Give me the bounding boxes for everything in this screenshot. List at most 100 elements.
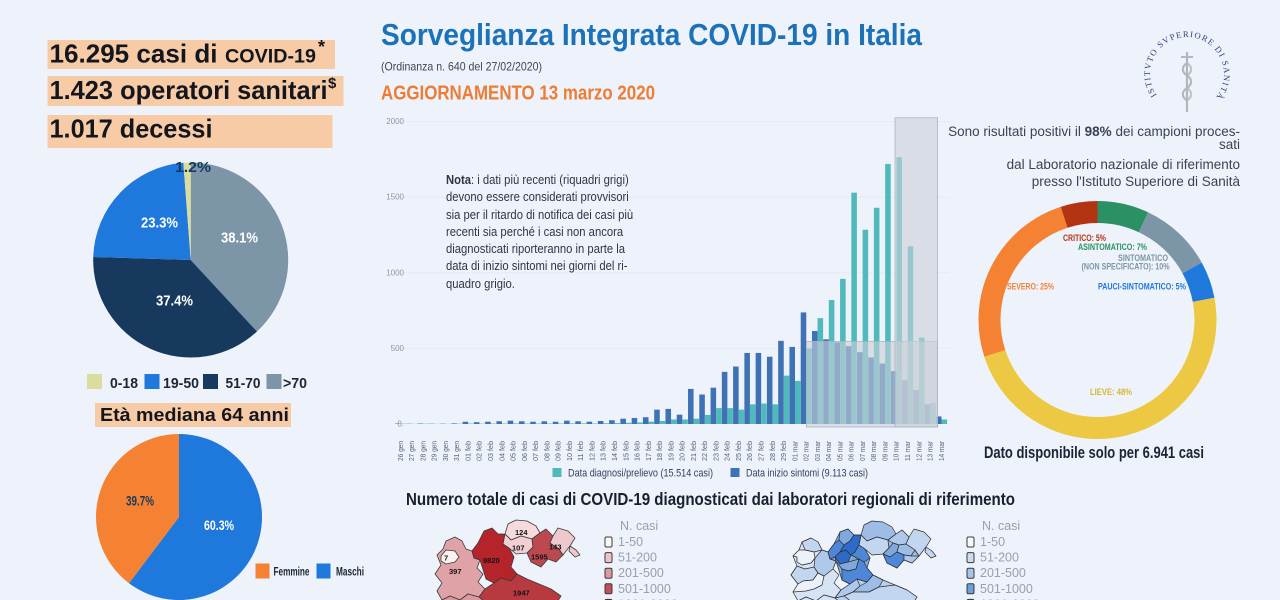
svg-text:1001-3000: 1001-3000 xyxy=(618,597,678,600)
svg-text:>70: >70 xyxy=(283,375,307,392)
svg-text:0-18: 0-18 xyxy=(110,375,138,392)
svg-text:04 mar: 04 mar xyxy=(824,441,833,461)
svg-text:$: $ xyxy=(328,75,337,92)
svg-text:02 mar: 02 mar xyxy=(802,441,811,461)
svg-text:SINTOMATICO: SINTOMATICO xyxy=(1118,253,1168,264)
svg-text:17 feb: 17 feb xyxy=(644,441,653,461)
svg-text:143: 143 xyxy=(549,543,562,552)
svg-text:01 feb: 01 feb xyxy=(463,441,472,461)
svg-text:9820: 9820 xyxy=(483,556,500,565)
svg-text:16 feb: 16 feb xyxy=(633,441,642,461)
svg-text:13 feb: 13 feb xyxy=(599,441,608,461)
svg-text:20 feb: 20 feb xyxy=(678,441,687,461)
svg-text:1947: 1947 xyxy=(513,589,530,598)
svg-text:09 mar: 09 mar xyxy=(880,441,889,461)
svg-text:28 gen: 28 gen xyxy=(418,441,427,461)
svg-text:12 feb: 12 feb xyxy=(587,441,596,461)
svg-text:13 mar: 13 mar xyxy=(926,441,935,461)
svg-text:(Ordinanza n. 640 del 27/02/20: (Ordinanza n. 640 del 27/02/2020) xyxy=(381,60,542,74)
svg-text:27 gen: 27 gen xyxy=(407,441,416,461)
svg-text:PAUCI-SINTOMATICO: 5%: PAUCI-SINTOMATICO: 5% xyxy=(1098,282,1186,293)
svg-text:COVID-19: COVID-19 xyxy=(225,46,316,68)
svg-text:Data diagnosi/prelievo (15.514: Data diagnosi/prelievo (15.514 casi) xyxy=(568,468,713,480)
svg-text:LIEVE: 48%: LIEVE: 48% xyxy=(1090,387,1132,398)
svg-text:01 mar: 01 mar xyxy=(790,441,799,461)
svg-text:2000: 2000 xyxy=(386,117,404,126)
svg-text:Età mediana 64 anni: Età mediana 64 anni xyxy=(100,404,289,425)
svg-text:08 mar: 08 mar xyxy=(869,441,878,461)
svg-text:23 feb: 23 feb xyxy=(711,441,720,461)
svg-text:26 feb: 26 feb xyxy=(745,441,754,461)
svg-text:1.423 operatori sanitari: 1.423 operatori sanitari xyxy=(50,75,328,105)
svg-text:1-50: 1-50 xyxy=(618,535,643,549)
svg-text:500: 500 xyxy=(391,344,405,353)
svg-text:1595: 1595 xyxy=(531,553,548,562)
svg-text:10 feb: 10 feb xyxy=(565,441,574,461)
svg-text:51-70: 51-70 xyxy=(226,375,261,392)
svg-text:1001-3000: 1001-3000 xyxy=(980,597,1040,600)
svg-text:19-50: 19-50 xyxy=(163,375,199,392)
svg-text:SEVERO: 25%: SEVERO: 25% xyxy=(1007,282,1054,293)
svg-text:Data inizio sintomi (9.113 cas: Data inizio sintomi (9.113 casi) xyxy=(746,468,868,480)
svg-text:501-1000: 501-1000 xyxy=(980,582,1033,596)
svg-text:501-1000: 501-1000 xyxy=(618,582,671,596)
svg-text:29 feb: 29 feb xyxy=(779,441,788,461)
svg-text:1000: 1000 xyxy=(386,268,404,277)
svg-text:05 feb: 05 feb xyxy=(509,441,518,461)
svg-text:37.4%: 37.4% xyxy=(156,293,193,310)
svg-text:1500: 1500 xyxy=(386,193,404,202)
svg-text:02 feb: 02 feb xyxy=(475,441,484,461)
svg-text:06 feb: 06 feb xyxy=(520,441,529,461)
svg-text:21 feb: 21 feb xyxy=(689,441,698,461)
svg-text:05 mar: 05 mar xyxy=(835,441,844,461)
svg-text:28 feb: 28 feb xyxy=(768,441,777,461)
svg-text:14 mar: 14 mar xyxy=(937,441,946,461)
svg-text:11 mar: 11 mar xyxy=(903,441,912,461)
svg-text:*: * xyxy=(318,37,325,57)
svg-text:16.295 casi di: 16.295 casi di xyxy=(50,39,218,69)
svg-text:(NON SPECIFICATO): 10%: (NON SPECIFICATO): 10% xyxy=(1082,262,1170,273)
svg-text:N. casi: N. casi xyxy=(620,519,658,533)
svg-text:15 feb: 15 feb xyxy=(621,441,630,461)
svg-text:1-50: 1-50 xyxy=(980,535,1005,549)
svg-text:AGGIORNAMENTO 13 marzo 2020: AGGIORNAMENTO 13 marzo 2020 xyxy=(381,83,655,105)
svg-text:03 feb: 03 feb xyxy=(486,441,495,461)
svg-text:51-200: 51-200 xyxy=(618,551,657,565)
svg-text:60.3%: 60.3% xyxy=(204,518,234,533)
svg-text:1.2%: 1.2% xyxy=(175,159,211,176)
svg-text:201-500: 201-500 xyxy=(618,566,664,580)
svg-text:19 feb: 19 feb xyxy=(666,441,675,461)
svg-text:10 mar: 10 mar xyxy=(892,441,901,461)
svg-text:03 mar: 03 mar xyxy=(813,441,822,461)
svg-text:Dato disponibile solo per 6.94: Dato disponibile solo per 6.941 casi xyxy=(984,443,1204,462)
svg-text:30 gen: 30 gen xyxy=(441,441,450,461)
svg-text:07 feb: 07 feb xyxy=(531,441,540,461)
svg-text:09 feb: 09 feb xyxy=(554,441,563,461)
svg-text:Numero totale di casi di COVID: Numero totale di casi di COVID-19 diagno… xyxy=(406,489,1015,509)
svg-text:12 mar: 12 mar xyxy=(914,441,923,461)
svg-text:Sorveglianza Integrata COVID-1: Sorveglianza Integrata COVID-19 in Itali… xyxy=(381,17,923,52)
svg-text:26 gen: 26 gen xyxy=(396,441,405,461)
svg-text:51-200: 51-200 xyxy=(980,551,1019,565)
svg-text:07 mar: 07 mar xyxy=(858,441,867,461)
svg-text:ASINTOMATICO: 7%: ASINTOMATICO: 7% xyxy=(1078,242,1147,253)
svg-text:04 feb: 04 feb xyxy=(497,441,506,461)
svg-text:107: 107 xyxy=(512,544,525,553)
svg-text:Femmine: Femmine xyxy=(274,565,310,579)
svg-text:1.017 decessi: 1.017 decessi xyxy=(50,114,213,144)
svg-text:23.3%: 23.3% xyxy=(141,215,178,232)
svg-text:7: 7 xyxy=(444,554,448,563)
svg-text:CRITICO: 5%: CRITICO: 5% xyxy=(1063,233,1106,244)
svg-text:11 feb: 11 feb xyxy=(576,441,585,461)
svg-text:22 feb: 22 feb xyxy=(700,441,709,461)
svg-text:14 feb: 14 feb xyxy=(610,441,619,461)
svg-text:24 feb: 24 feb xyxy=(723,441,732,461)
svg-text:06 mar: 06 mar xyxy=(847,441,856,461)
svg-text:38.1%: 38.1% xyxy=(221,230,258,247)
svg-text:Maschi: Maschi xyxy=(336,565,364,579)
svg-text:18 feb: 18 feb xyxy=(655,441,664,461)
svg-text:31 gen: 31 gen xyxy=(452,441,461,461)
svg-text:124: 124 xyxy=(515,528,528,537)
svg-text:25 feb: 25 feb xyxy=(734,441,743,461)
svg-text:39.7%: 39.7% xyxy=(126,494,154,509)
